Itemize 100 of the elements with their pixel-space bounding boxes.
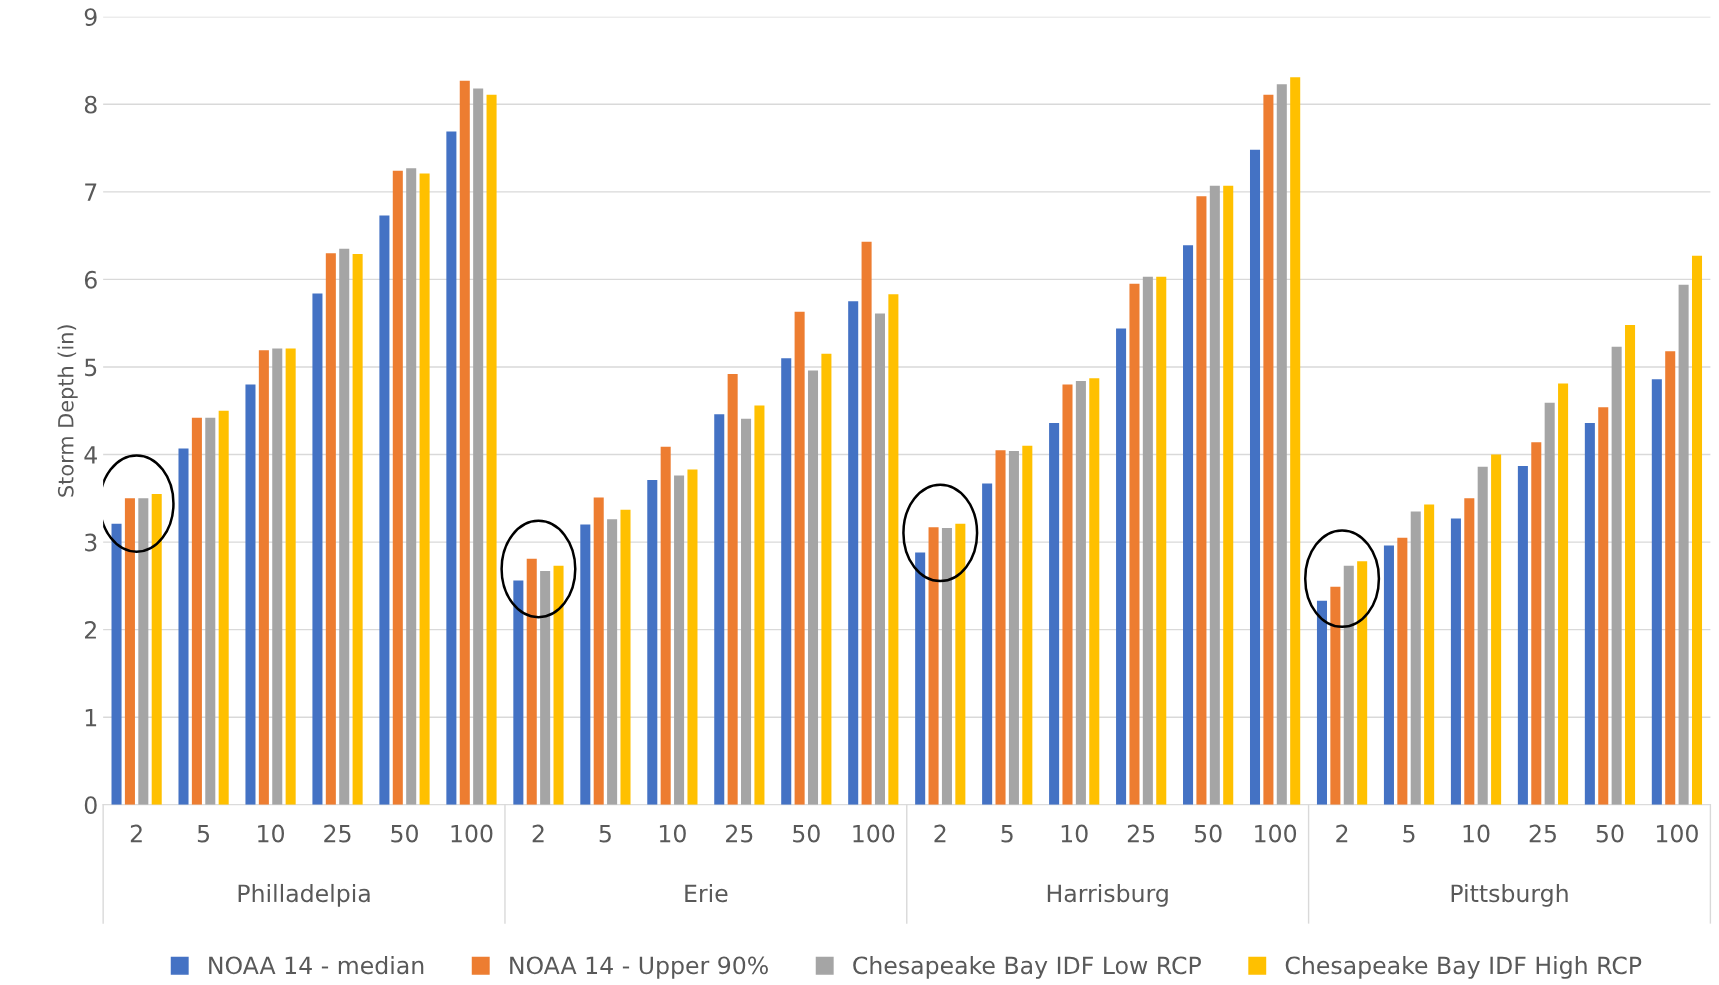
bar (513, 580, 524, 805)
x-tick-label: 50 (391, 824, 418, 843)
bar (151, 493, 162, 805)
bar (647, 479, 658, 805)
bar (941, 528, 952, 805)
bar (1209, 185, 1220, 805)
y-tick-label: 4 (84, 446, 97, 464)
text: Philladelpia (238, 883, 370, 907)
bar (352, 254, 363, 805)
y-tick-label: 2 (84, 621, 96, 639)
bar (794, 311, 805, 805)
bar (1089, 378, 1100, 805)
bar (982, 483, 993, 805)
x-tick-label: 25 (726, 824, 753, 843)
x-tick-label: 5 (1001, 824, 1013, 843)
bar (888, 294, 899, 805)
bar (1357, 561, 1368, 805)
bar (540, 570, 551, 805)
bar (1075, 380, 1086, 805)
bar (205, 417, 216, 805)
bar (1397, 537, 1408, 805)
x-tick-label: 10 (1061, 824, 1088, 843)
x-tick-label: 50 (1596, 824, 1624, 843)
bar (861, 241, 872, 805)
bar (1410, 511, 1421, 805)
bar (1196, 196, 1207, 805)
bar (191, 417, 202, 805)
bar (419, 173, 430, 805)
bar (741, 418, 752, 805)
bar (1665, 351, 1676, 805)
text: Pittsburgh (1451, 883, 1568, 907)
bar (473, 88, 484, 805)
bar (1625, 324, 1636, 805)
bar (1249, 149, 1261, 805)
bar (1316, 600, 1328, 805)
bar (526, 558, 537, 805)
bar (1611, 346, 1622, 805)
bar (1263, 94, 1274, 805)
bar (1062, 384, 1073, 805)
bar (218, 410, 229, 805)
bar (258, 350, 269, 805)
legend-label: Chesapeake Bay IDF Low RCP (853, 956, 1201, 979)
bar (727, 373, 738, 805)
bar (1544, 402, 1555, 805)
text: Erie (685, 883, 728, 903)
bar (1464, 498, 1475, 805)
bar (754, 405, 765, 805)
x-tick-label: 100 (1656, 824, 1698, 843)
bar (1491, 454, 1502, 805)
bar (285, 348, 296, 805)
bar (312, 293, 323, 805)
y-tick-label: 1 (85, 708, 97, 727)
bar (607, 519, 618, 805)
bar (1330, 586, 1341, 805)
bar (1276, 84, 1287, 805)
bar (553, 565, 564, 805)
bar (1651, 379, 1662, 805)
x-tick-label: 2 (1336, 824, 1348, 843)
y-tick-label: 8 (84, 95, 97, 114)
bar (714, 414, 725, 805)
bar (1049, 423, 1060, 805)
x-tick-label: 50 (793, 824, 820, 843)
legend-label: Chesapeake Bay IDF High RCP (1285, 956, 1642, 979)
bar (1383, 545, 1394, 805)
bar (781, 358, 792, 805)
bar (1558, 383, 1569, 805)
x-tick-label: 10 (258, 824, 285, 843)
x-tick-label: 2 (130, 824, 142, 843)
x-tick-label: 5 (1403, 824, 1415, 843)
bar (138, 498, 149, 805)
bar (580, 524, 591, 805)
x-tick-label: 2 (532, 824, 544, 843)
bar (1183, 245, 1194, 805)
bar (1129, 283, 1140, 805)
bar (1343, 565, 1354, 805)
bar (1691, 255, 1703, 805)
bar (660, 446, 671, 805)
x-tick-label: 5 (599, 824, 611, 843)
y-tick-label: 7 (85, 183, 97, 201)
bar (124, 498, 135, 805)
bar (1678, 284, 1689, 805)
bar (325, 253, 336, 805)
bar (593, 497, 604, 805)
bar (1116, 328, 1127, 805)
bar (406, 168, 417, 805)
y-tick-label: 3 (85, 533, 97, 552)
bar (245, 384, 256, 805)
bar (807, 370, 819, 805)
x-tick-label: 25 (1127, 824, 1155, 843)
bar (1142, 276, 1153, 805)
bar (620, 509, 631, 805)
legend-label: NOAA 14 - median (209, 956, 424, 975)
x-tick-label: 10 (659, 824, 686, 843)
y-tick-label: 5 (85, 358, 97, 377)
bar (1223, 185, 1234, 805)
bar (1584, 423, 1595, 805)
bar (339, 248, 350, 805)
y-tick-label: 6 (84, 270, 97, 289)
bar (821, 353, 832, 805)
bar (955, 523, 966, 805)
